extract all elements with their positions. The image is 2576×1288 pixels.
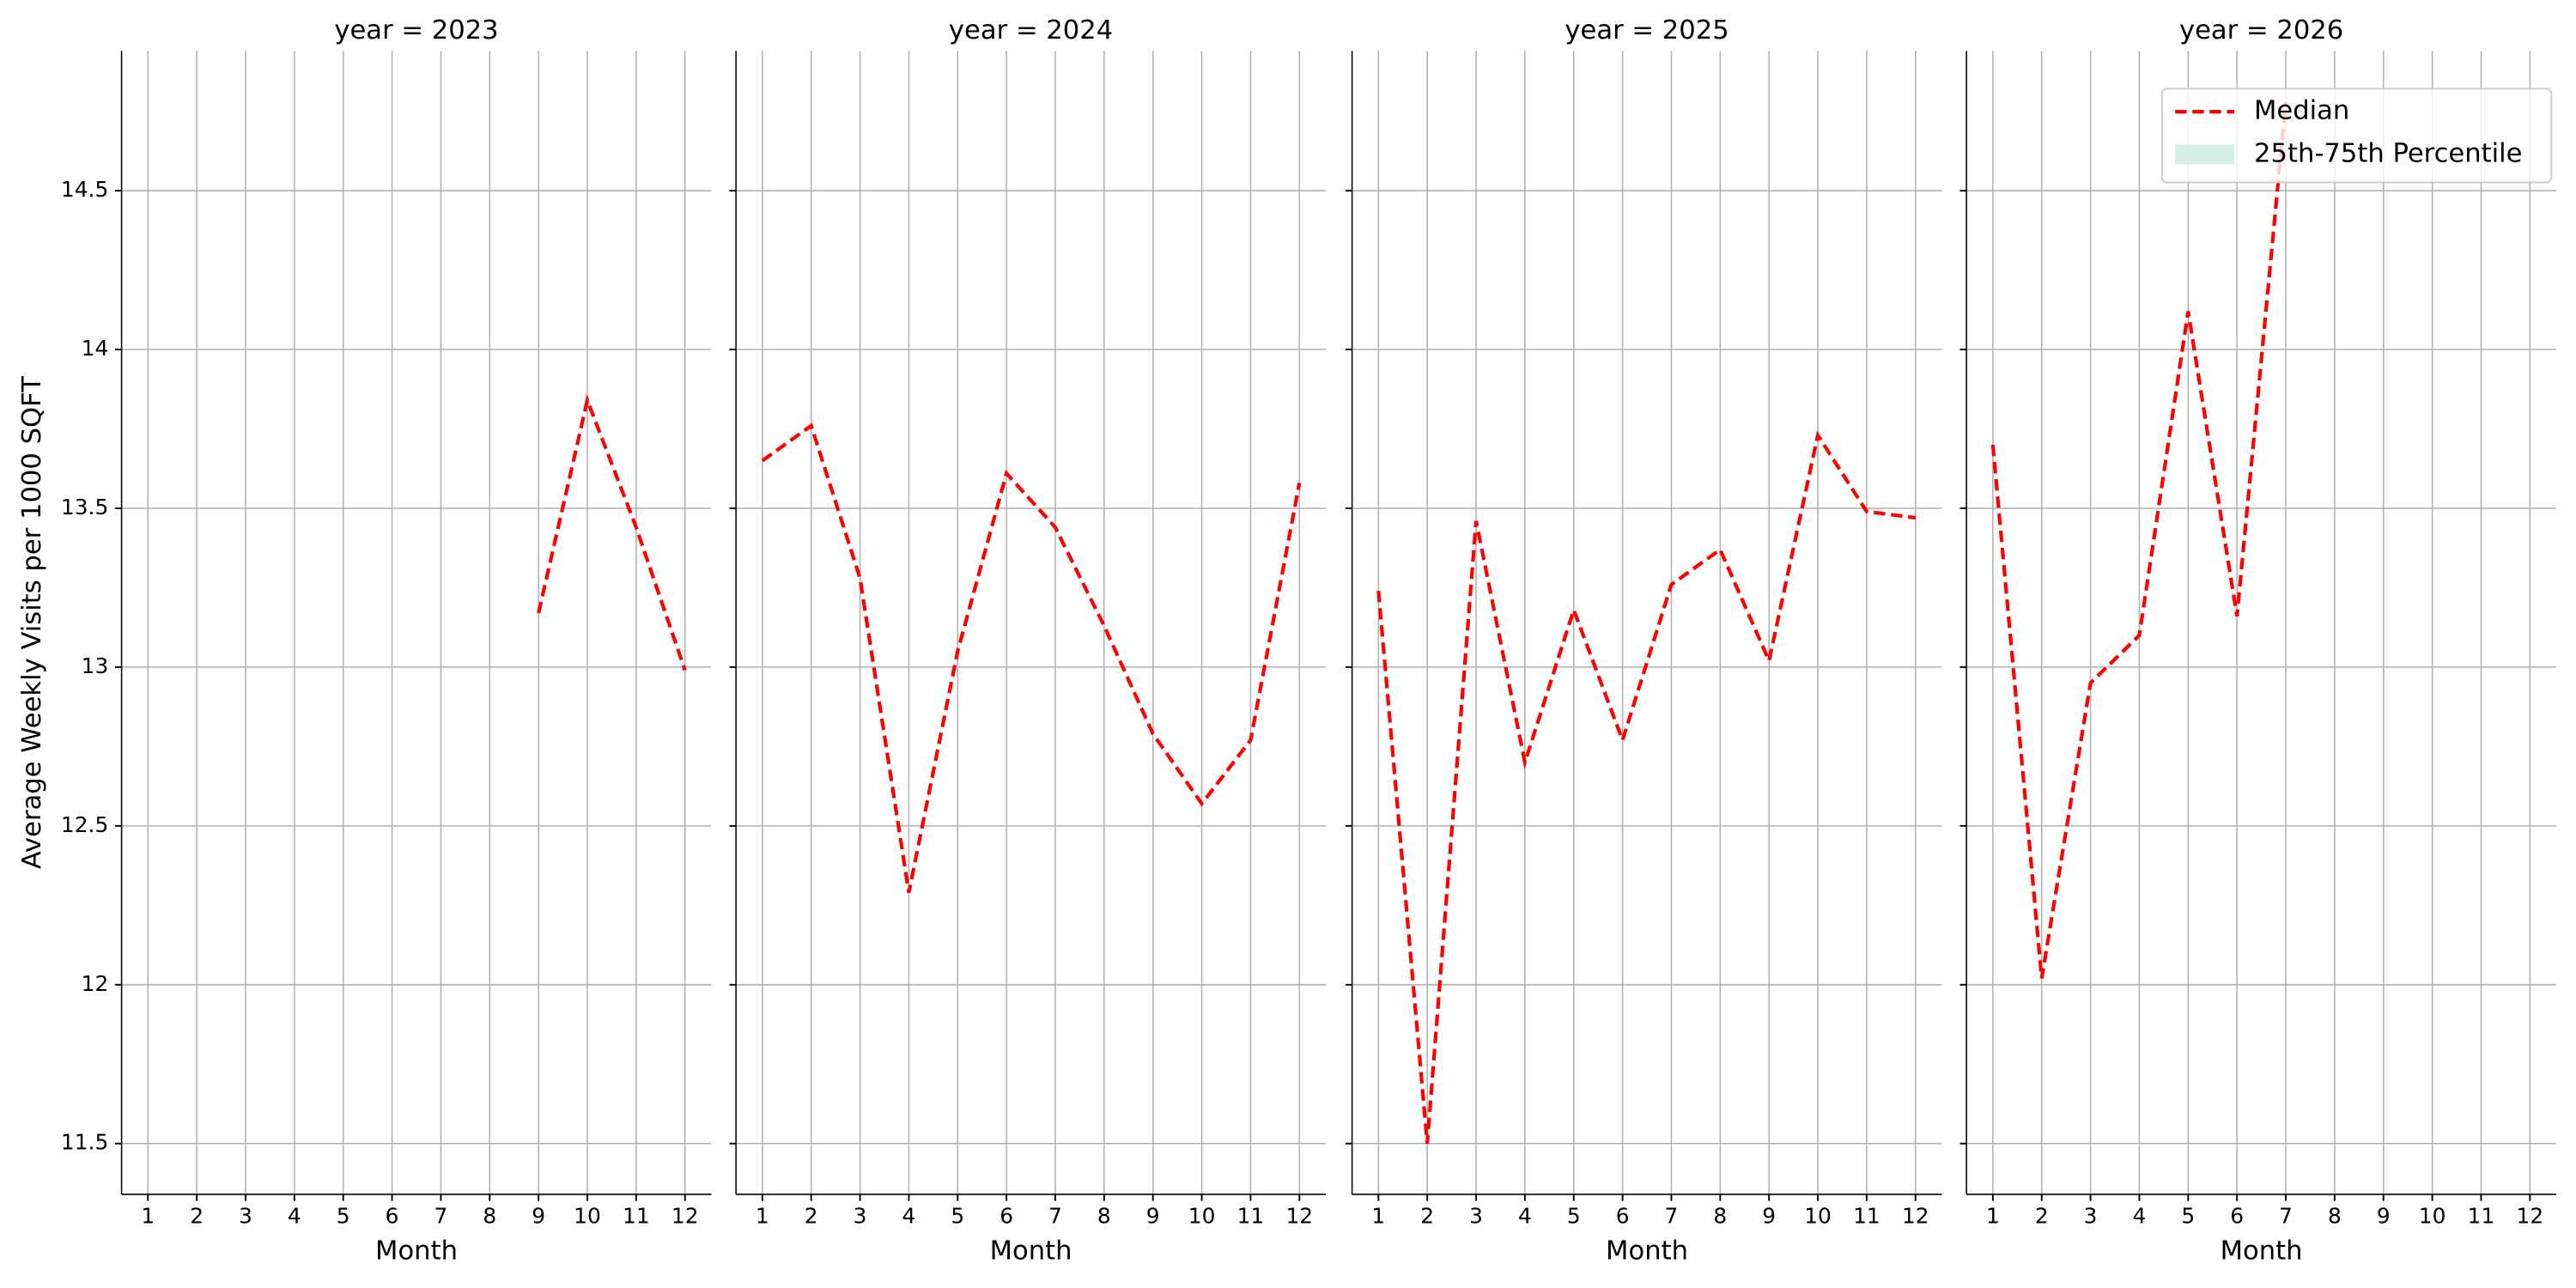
panel-title: year = 2025 [1564, 15, 1728, 46]
x-tick-label: 1 [1371, 1204, 1385, 1229]
x-tick-label: 8 [483, 1204, 496, 1229]
y-tick-label: 12.5 [61, 812, 108, 837]
y-tick-label: 13.5 [61, 495, 108, 519]
y-tick-label: 11.5 [61, 1130, 108, 1155]
x-tick-label: 8 [1713, 1204, 1727, 1229]
x-tick-label: 7 [2279, 1204, 2293, 1229]
x-tick-label: 12 [1285, 1204, 1313, 1229]
x-tick-label: 5 [2181, 1204, 2195, 1229]
y-tick-label: 14 [82, 336, 109, 361]
legend-label: Median [2254, 96, 2349, 126]
x-tick-label: 10 [2419, 1204, 2446, 1229]
x-tick-label: 5 [337, 1204, 350, 1229]
x-tick-label: 7 [434, 1204, 448, 1229]
x-tick-label: 10 [574, 1204, 601, 1229]
x-tick-label: 6 [2230, 1204, 2244, 1229]
median-line [761, 422, 1302, 893]
x-tick-label: 3 [239, 1204, 252, 1229]
x-tick-label: 11 [1853, 1204, 1880, 1229]
x-axis-label: Month [2221, 1236, 2303, 1266]
x-tick-label: 8 [2328, 1204, 2342, 1229]
x-axis-label: Month [1606, 1236, 1688, 1266]
panel-title: year = 2026 [2179, 15, 2343, 46]
x-tick-label: 9 [2377, 1204, 2391, 1229]
x-tick-label: 9 [1146, 1204, 1160, 1229]
x-tick-label: 9 [532, 1204, 545, 1229]
legend-patch [2175, 144, 2235, 165]
x-tick-label: 11 [2468, 1204, 2495, 1229]
x-tick-label: 2 [1420, 1204, 1434, 1229]
median-line [537, 394, 687, 671]
x-tick-label: 3 [2084, 1204, 2098, 1229]
x-axis-label: Month [375, 1236, 458, 1266]
x-tick-label: 3 [1469, 1204, 1483, 1229]
panel-title: year = 2024 [949, 15, 1113, 46]
x-tick-label: 6 [1616, 1204, 1630, 1229]
x-tick-label: 5 [1567, 1204, 1581, 1229]
x-tick-label: 3 [854, 1204, 867, 1229]
x-tick-label: 2 [2035, 1204, 2049, 1229]
x-tick-label: 4 [288, 1204, 301, 1229]
x-axis-label: Month [990, 1236, 1072, 1266]
x-tick-label: 10 [1188, 1204, 1216, 1229]
x-tick-label: 8 [1097, 1204, 1111, 1229]
x-tick-label: 4 [2133, 1204, 2147, 1229]
legend-box [2160, 88, 2553, 184]
x-tick-label: 12 [671, 1204, 699, 1229]
y-tick-label: 13 [82, 653, 109, 678]
x-tick-label: 4 [902, 1204, 916, 1229]
x-tick-label: 5 [951, 1204, 964, 1229]
x-tick-label: 10 [1804, 1204, 1832, 1229]
legend: Median 25th-75th Percentile [2160, 88, 2553, 184]
x-tick-label: 9 [1762, 1204, 1776, 1229]
y-tick-label: 14.5 [61, 177, 108, 202]
x-tick-label: 2 [805, 1204, 818, 1229]
x-tick-label: 6 [999, 1204, 1013, 1229]
x-tick-label: 7 [1665, 1204, 1679, 1229]
x-tick-label: 11 [1237, 1204, 1265, 1229]
x-tick-label: 7 [1048, 1204, 1062, 1229]
x-tick-label: 6 [386, 1204, 399, 1229]
x-tick-label: 12 [1902, 1204, 1929, 1229]
legend-label: 25th-75th Percentile [2254, 138, 2523, 168]
x-tick-label: 11 [623, 1204, 650, 1229]
panel-title: year = 2023 [334, 15, 498, 46]
median-line [1990, 101, 2288, 979]
x-tick-label: 4 [1518, 1204, 1532, 1229]
x-tick-label: 1 [141, 1204, 155, 1229]
median-line [1376, 430, 1917, 1144]
x-tick-label: 1 [756, 1204, 769, 1229]
x-tick-label: 1 [1986, 1204, 2000, 1229]
x-tick-label: 12 [2517, 1204, 2544, 1229]
y-axis-label: Average Weekly Visits per 1000 SQFT [17, 376, 47, 869]
x-tick-label: 2 [190, 1204, 204, 1229]
y-tick-label: 12 [82, 971, 109, 996]
